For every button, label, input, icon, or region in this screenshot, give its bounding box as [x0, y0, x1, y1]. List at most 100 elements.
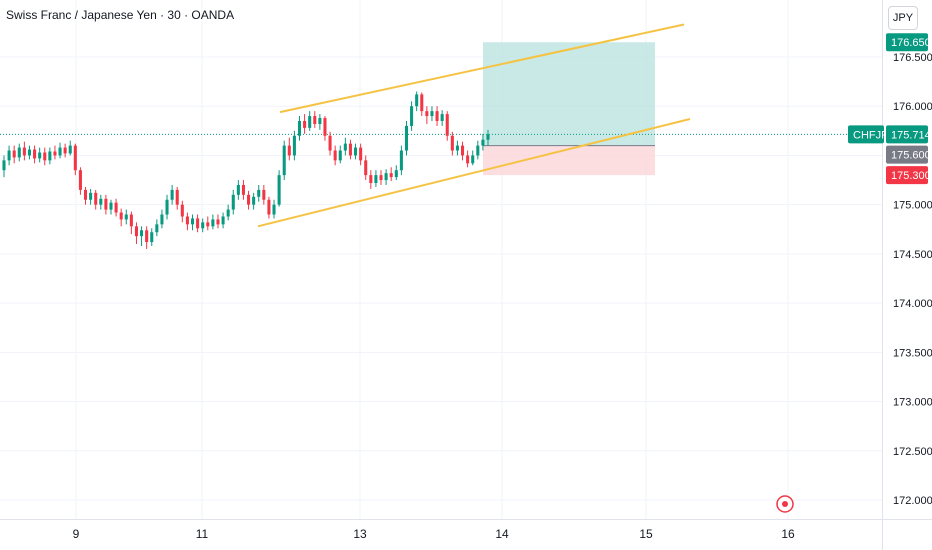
candle [160, 209, 164, 229]
svg-text:175.600: 175.600 [891, 150, 931, 162]
candle [282, 140, 286, 181]
candle [389, 167, 393, 182]
candle [333, 145, 337, 166]
candle [308, 111, 312, 131]
candle [425, 106, 429, 124]
x-tick-label: 16 [781, 527, 795, 541]
candle [460, 141, 465, 161]
candle [155, 219, 159, 237]
candle [196, 214, 200, 233]
candle [99, 194, 103, 210]
candle [78, 167, 82, 195]
candle [338, 145, 342, 164]
candle [435, 106, 439, 126]
svg-text:176.650: 176.650 [891, 37, 931, 49]
channel-upper-line[interactable] [279, 23, 685, 114]
candle [241, 180, 245, 200]
chart-title: Swiss Franc / Japanese Yen · 30 · OANDA [6, 8, 235, 22]
candle [399, 145, 403, 176]
event-marker-icon[interactable] [776, 495, 794, 513]
x-tick-label: 14 [495, 527, 509, 541]
candle [180, 200, 184, 223]
candle [359, 143, 363, 166]
trend-channel[interactable] [257, 23, 691, 228]
candle [277, 170, 281, 207]
target-price-label: 176.650 [886, 33, 931, 52]
candle [114, 198, 118, 217]
candle [440, 110, 444, 126]
candle [58, 142, 62, 159]
y-axis[interactable]: 176.500 176.000 175.000 174.500 174.000 173.5… [893, 52, 932, 507]
x-tick-label: 9 [73, 527, 80, 541]
candle [287, 137, 291, 161]
candle [145, 226, 149, 249]
candle [22, 141, 26, 161]
candle [48, 147, 52, 165]
candle [364, 155, 368, 181]
candle [303, 114, 307, 134]
candle [348, 139, 352, 160]
price-labels: 176.650 CHFJPY 175.714 175.600 175.300 [848, 33, 931, 185]
candle [185, 212, 189, 231]
candle [73, 143, 77, 176]
candle [404, 120, 409, 156]
candle [140, 226, 144, 247]
candle [297, 116, 302, 141]
candle [379, 170, 383, 185]
svg-text:175.714: 175.714 [891, 129, 931, 141]
candle [292, 130, 296, 161]
y-tick-label: 172.500 [893, 446, 932, 458]
candle [257, 184, 261, 202]
grid [0, 0, 882, 519]
candle [150, 228, 154, 247]
y-tick-label: 174.500 [893, 249, 932, 261]
candle [109, 199, 113, 215]
candle [33, 145, 37, 164]
candle [226, 204, 230, 221]
svg-text:CHFJPY: CHFJPY [853, 129, 896, 141]
x-axis[interactable]: 9 11 13 14 15 16 [73, 527, 795, 541]
candle [2, 155, 6, 178]
y-tick-label: 174.000 [893, 298, 932, 310]
candle [450, 131, 454, 156]
candle [12, 145, 16, 164]
candle [190, 214, 195, 231]
candle [247, 190, 251, 210]
y-tick-label: 175.000 [893, 200, 932, 212]
candle [384, 169, 388, 185]
candle [343, 137, 347, 156]
candle [94, 189, 98, 210]
candle [415, 91, 419, 112]
y-tick-label: 173.000 [893, 397, 932, 409]
candle [430, 106, 434, 121]
candle [486, 129, 490, 146]
candle [43, 147, 47, 166]
candle [165, 194, 169, 220]
candle [83, 186, 88, 205]
candle [328, 131, 332, 156]
position-zones [483, 42, 655, 176]
channel-lower-line[interactable] [257, 118, 691, 228]
candle [134, 222, 138, 245]
candle [445, 111, 449, 141]
candle [206, 216, 210, 231]
candle [476, 140, 480, 160]
candle [318, 114, 322, 130]
last-price-label: 175.714 [886, 125, 931, 144]
candle [231, 189, 235, 215]
candle [119, 208, 123, 227]
candle [124, 209, 128, 225]
profit-zone [483, 42, 655, 146]
x-tick-label: 13 [353, 527, 367, 541]
candle [374, 170, 378, 187]
candle [68, 140, 72, 156]
candle [170, 184, 174, 205]
candle [471, 150, 475, 166]
candle [38, 147, 42, 163]
candle [216, 214, 220, 229]
currency-selector[interactable]: JPY [888, 6, 918, 30]
x-tick-label: 15 [639, 527, 653, 541]
y-tick-label: 173.500 [893, 347, 932, 359]
